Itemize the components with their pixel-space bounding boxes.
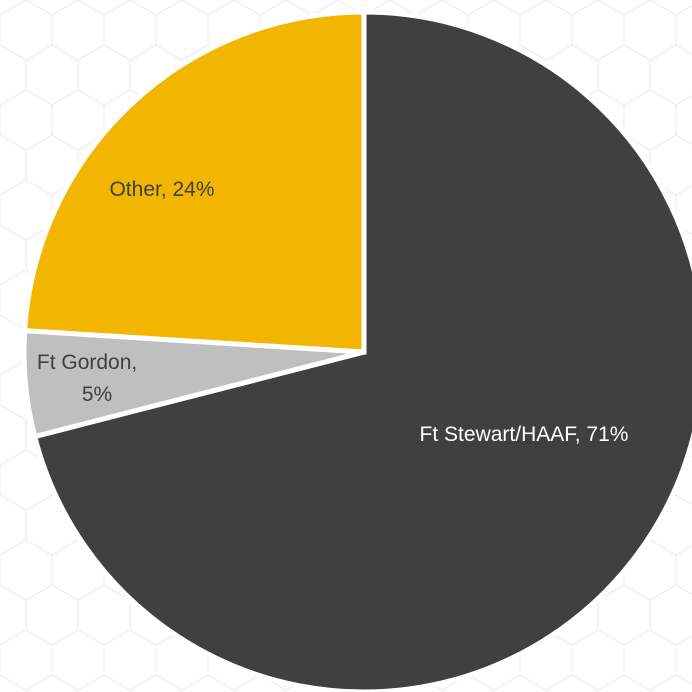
slice-label-ft-gordon-line-1: Ft Gordon, [37,351,137,374]
pie-slices [21,9,692,692]
slice-label-ft-gordon-line-2: 5% [82,383,112,406]
slice-label-ft-gordon: Ft Gordon, 5% [37,351,143,406]
pie-labels: Ft Stewart/HAAF, 71% Ft Gordon, 5% Other… [37,178,629,446]
pie-slice-ft-stewart-haaf [31,9,692,692]
slice-label-other: Other, 24% [109,178,214,201]
pie-slice-other [22,9,367,355]
slice-label-ft-stewart: Ft Stewart/HAAF, 71% [420,423,629,446]
